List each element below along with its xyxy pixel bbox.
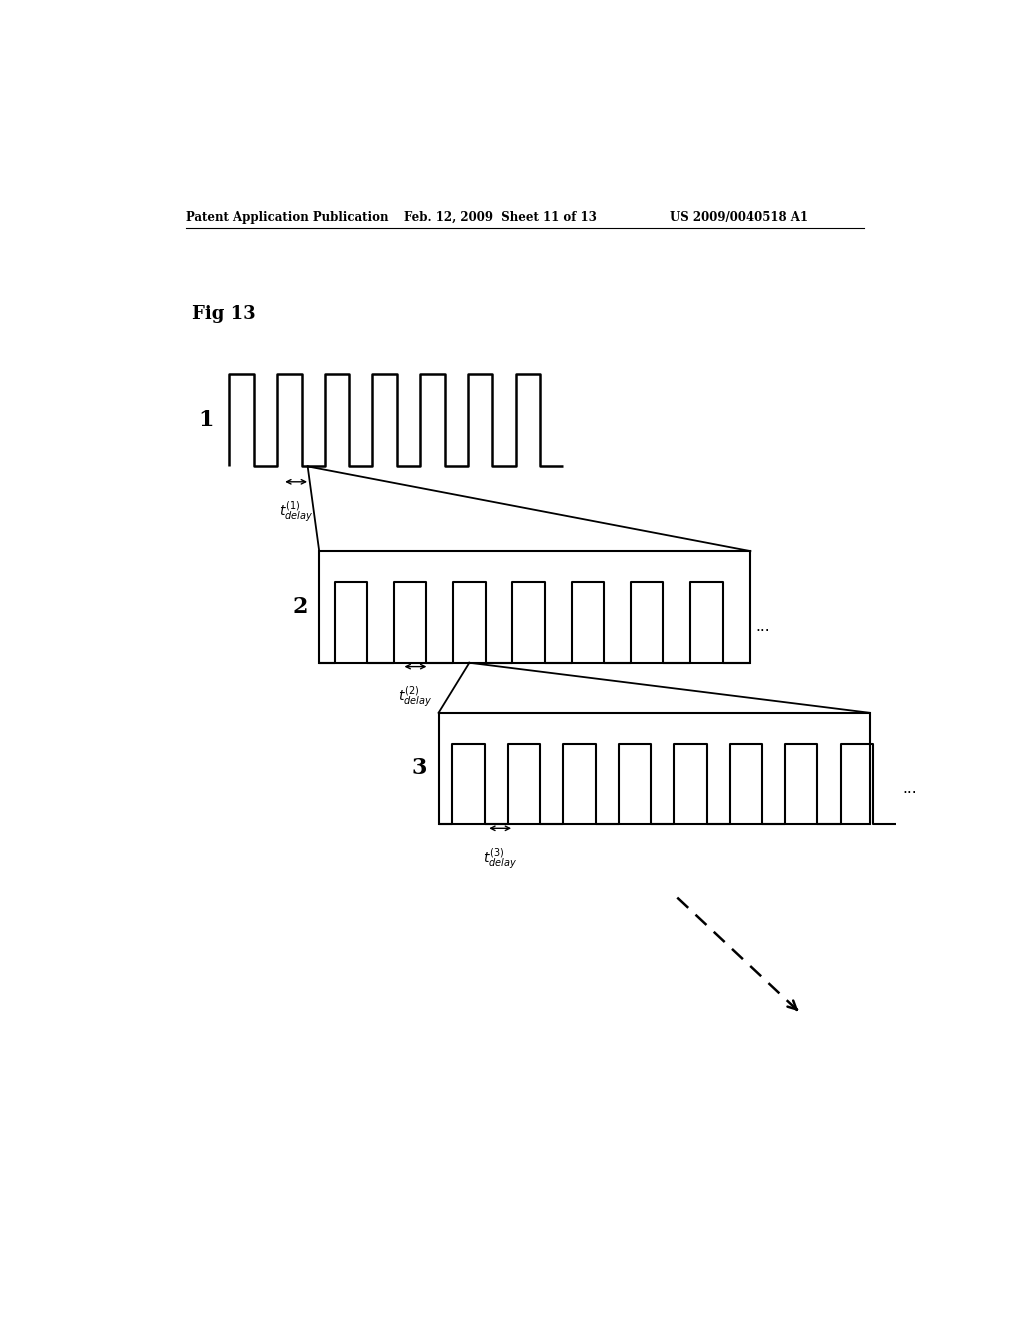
Text: Feb. 12, 2009  Sheet 11 of 13: Feb. 12, 2009 Sheet 11 of 13: [403, 211, 597, 224]
Text: ...: ...: [902, 780, 916, 796]
Text: 2: 2: [292, 595, 307, 618]
Text: US 2009/0040518 A1: US 2009/0040518 A1: [670, 211, 808, 224]
Text: 3: 3: [412, 758, 427, 779]
Bar: [438, 713, 869, 825]
Bar: [319, 552, 751, 663]
Text: $t_{delay}^{(2)}$: $t_{delay}^{(2)}$: [398, 685, 432, 710]
Text: 1: 1: [199, 409, 214, 432]
Text: Patent Application Publication: Patent Application Publication: [186, 211, 388, 224]
Text: Fig 13: Fig 13: [193, 305, 256, 322]
Text: $t_{delay}^{(1)}$: $t_{delay}^{(1)}$: [280, 500, 313, 525]
Text: $t_{delay}^{(3)}$: $t_{delay}^{(3)}$: [483, 847, 517, 871]
Text: ...: ...: [756, 619, 770, 634]
